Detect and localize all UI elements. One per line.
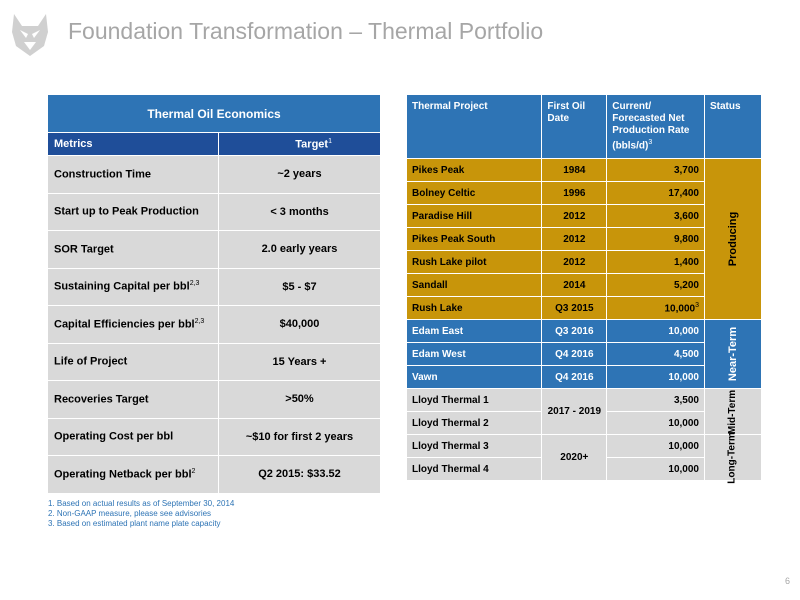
- econ-table-title: Thermal Oil Economics: [47, 94, 381, 133]
- table-row: SOR Target 2.0 early years: [47, 230, 381, 269]
- footnote: 2. Non-GAAP measure, please see advisori…: [48, 509, 212, 518]
- footnotes: 1. Based on actual results as of Septemb…: [48, 499, 234, 529]
- table-row: Rush Lake pilot 2012 1,400: [405, 250, 762, 275]
- status-header: Status: [704, 93, 762, 160]
- page-number: 6: [784, 576, 790, 586]
- table-row: Rush Lake Q3 2015 10,0003: [405, 296, 762, 321]
- table-row: Paradise Hill 2012 3,600: [405, 204, 762, 229]
- table-row: Sandall 2014 5,200: [405, 273, 762, 298]
- table-row: Bolney Celtic 1996 17,400: [405, 181, 762, 206]
- project-header: Thermal Project: [405, 93, 543, 160]
- date-header: First Oil Date: [541, 93, 608, 160]
- table-row: Lloyd Thermal 1 2017 - 2019 3,500 Mid-Te…: [405, 388, 762, 436]
- table-row: Lloyd Thermal 2 10,000: [405, 411, 762, 436]
- rate-header: Current/ Forecasted Net Production Rate …: [606, 93, 705, 160]
- thermal-portfolio-table: Thermal Project First Oil Date Current/ …: [405, 93, 762, 484]
- table-row: Edam East Q3 2016 10,000 Near-Term: [405, 319, 762, 390]
- econ-header-row: Metrics Target1: [47, 132, 381, 156]
- husky-logo-icon: [12, 14, 48, 56]
- status-near-term: Near-Term: [704, 319, 762, 390]
- table-row: Sustaining Capital per bbl2,3 $5 - $7: [47, 267, 381, 306]
- metrics-header: Metrics: [47, 132, 219, 156]
- table-row: Lloyd Thermal 3 2020+ 10,000 Long-Term: [405, 432, 762, 484]
- thermal-header-row: Thermal Project First Oil Date Current/ …: [405, 93, 762, 160]
- page-title: Foundation Transformation – Thermal Port…: [68, 18, 544, 44]
- thermal-oil-economics-table: Thermal Oil Economics Metrics Target1 Co…: [47, 94, 381, 494]
- target-header: Target1: [218, 132, 381, 156]
- status-mid-term: Mid-Term: [704, 388, 762, 436]
- footnote: 1. Based on actual results as of Septemb…: [48, 499, 235, 508]
- table-row: Recoveries Target >50%: [47, 380, 381, 419]
- table-row: Capital Efficiencies per bbl2,3 $40,000: [47, 305, 381, 344]
- table-row: Start up to Peak Production < 3 months: [47, 192, 381, 231]
- status-long-term: Long-Term: [704, 432, 762, 484]
- table-row: Operating Cost per bbl ~$10 for first 2 y…: [47, 417, 381, 456]
- table-row: Pikes Peak 1984 3,700 Producing: [405, 158, 762, 321]
- table-row: Operating Netback per bbl2 Q2 2015: $33.5…: [47, 455, 381, 494]
- table-row: Life of Project 15 Years +: [47, 342, 381, 381]
- footnote: 3. Based on estimated plant name plate c…: [48, 519, 221, 528]
- table-row: Lloyd Thermal 4 10,000: [405, 457, 762, 482]
- table-row: Construction Time ~2 years: [47, 155, 381, 194]
- status-producing: Producing: [704, 158, 762, 321]
